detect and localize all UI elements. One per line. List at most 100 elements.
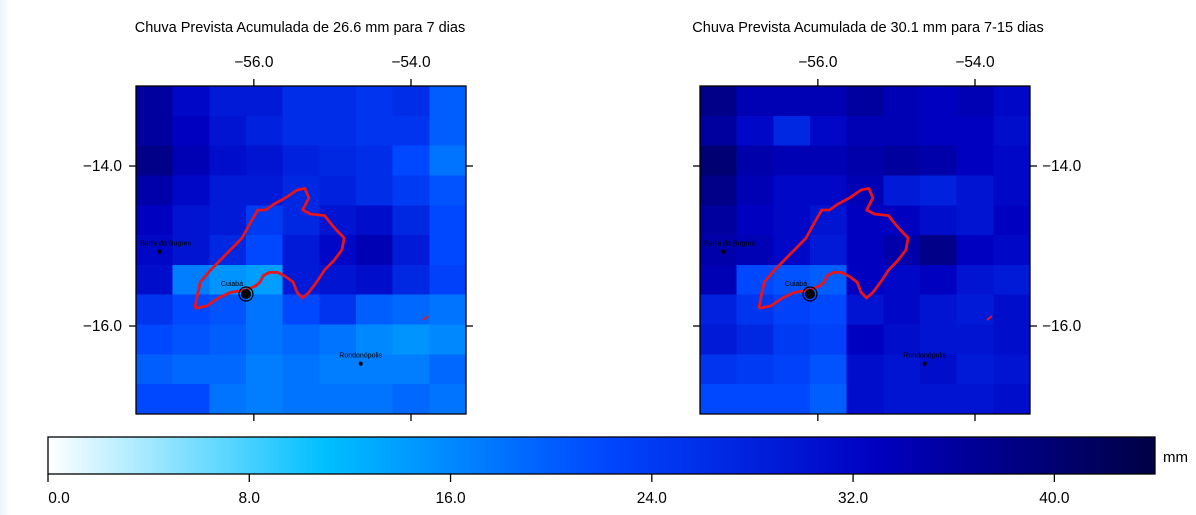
- heatmap-cell: [846, 145, 884, 177]
- y-tick-label: −16.0: [83, 318, 123, 335]
- city-label: Barra do Bugres: [704, 241, 755, 248]
- heatmap-cell: [993, 235, 1031, 266]
- heatmap-cell: [356, 205, 394, 236]
- heatmap-cell: [429, 354, 467, 385]
- heatmap-cell: [356, 354, 394, 385]
- heatmap-cell: [956, 324, 994, 355]
- heatmap-cell: [810, 354, 848, 385]
- heatmap-cell: [883, 145, 921, 177]
- heatmap-cell: [956, 354, 994, 385]
- heatmap-cell: [920, 115, 958, 147]
- heatmap-cell: [846, 384, 884, 415]
- heatmap-cell: [356, 235, 394, 266]
- heatmap-cell: [136, 294, 174, 326]
- heatmap-cell: [773, 324, 811, 355]
- heatmap-cell: [246, 294, 284, 326]
- heatmap-cell: [319, 115, 357, 147]
- city-label: Cuiabá: [221, 281, 243, 288]
- city-label: Cuiabá: [785, 281, 807, 288]
- heatmap-cell: [846, 86, 884, 117]
- heatmap-cell: [920, 324, 958, 355]
- heatmap-cell: [282, 354, 320, 385]
- heatmap-cell: [846, 354, 884, 385]
- heatmap-cell: [429, 324, 467, 355]
- colorbar-gradient: [47, 436, 1156, 475]
- heatmap-cell: [172, 354, 210, 385]
- heatmap-cell: [392, 145, 430, 177]
- heatmap-cell: [136, 264, 174, 296]
- heatmap-cell: [282, 235, 320, 266]
- region-outline: [757, 186, 910, 310]
- x-tick-label: −56.0: [798, 54, 838, 71]
- x-tick-label: −54.0: [391, 54, 431, 71]
- city-marker: [241, 289, 251, 299]
- heatmap-cell: [810, 235, 848, 266]
- heatmap-cell: [392, 86, 430, 117]
- heatmap-cell: [700, 324, 738, 355]
- heatmap-cell: [136, 235, 174, 266]
- heatmap-cell: [956, 205, 994, 236]
- heatmap-cell: [319, 354, 357, 385]
- heatmap-cell: [356, 115, 394, 147]
- heatmap-cell: [700, 145, 738, 177]
- heatmap-cell: [810, 145, 848, 177]
- heatmap-cell: [846, 294, 884, 326]
- heatmap-cell: [920, 175, 958, 206]
- map-frame: [135, 85, 467, 415]
- heatmap-cell: [810, 294, 848, 326]
- heatmap-cell: [209, 354, 247, 385]
- city-marker: [721, 249, 726, 254]
- heatmap-cell: [136, 384, 174, 415]
- city-marker-ring: [238, 286, 254, 302]
- heatmap-cell: [392, 294, 430, 326]
- city-marker-ring: [802, 286, 818, 302]
- heatmap-cell: [773, 145, 811, 177]
- heatmap-cell: [846, 324, 884, 355]
- heatmap-cell: [773, 115, 811, 147]
- heatmap-cell: [172, 145, 210, 177]
- heatmap-cell: [136, 354, 174, 385]
- heatmap-cell: [356, 86, 394, 117]
- heatmap-cell: [429, 145, 467, 177]
- heatmap-cell: [319, 86, 357, 117]
- heatmap-cell: [429, 294, 467, 326]
- heatmap-cell: [172, 324, 210, 355]
- city-label: Rondonópolis: [903, 353, 946, 360]
- heatmap-cell: [736, 324, 774, 355]
- heatmap-cell: [956, 294, 994, 326]
- heatmap-cell: [810, 324, 848, 355]
- heatmap-cell: [883, 354, 921, 385]
- heatmap-cell: [136, 324, 174, 355]
- heatmap-cell: [282, 145, 320, 177]
- heatmap-cell: [736, 294, 774, 326]
- heatmap-cell: [356, 264, 394, 296]
- y-tick-label: −16.0: [1042, 318, 1082, 335]
- heatmap-cell: [392, 115, 430, 147]
- heatmap-cell: [136, 175, 174, 206]
- heatmap-cell: [209, 324, 247, 355]
- heatmap-cell: [209, 145, 247, 177]
- heatmap-cell: [810, 384, 848, 415]
- heatmap-cell: [700, 86, 738, 117]
- heatmap-cell: [920, 145, 958, 177]
- heatmap-cell: [209, 115, 247, 147]
- heatmap-cell: [920, 264, 958, 296]
- heatmap-cell: [773, 384, 811, 415]
- region-marker: [422, 315, 429, 321]
- city-label: Rondonópolis: [339, 353, 382, 360]
- colorbar-tick-label: 8.0: [238, 490, 260, 507]
- colorbar: 0.0 8.0 16.0 24.0 32.0 40.0 mm: [47, 436, 1188, 507]
- heatmap-cell: [246, 115, 284, 147]
- heatmap-cell: [883, 384, 921, 415]
- heatmap-cell: [246, 354, 284, 385]
- heatmap-cell: [956, 384, 994, 415]
- colorbar-tick-label: 32.0: [838, 490, 869, 507]
- y-tick-label: −14.0: [1042, 158, 1082, 175]
- map-title: Chuva Prevista Acumulada de 30.1 mm para…: [692, 20, 1043, 36]
- heatmap-cell: [993, 264, 1031, 296]
- heatmap-cell: [736, 384, 774, 415]
- colorbar-tick-label: 40.0: [1039, 490, 1070, 507]
- heatmap-cell: [246, 324, 284, 355]
- heatmap-cell: [810, 115, 848, 147]
